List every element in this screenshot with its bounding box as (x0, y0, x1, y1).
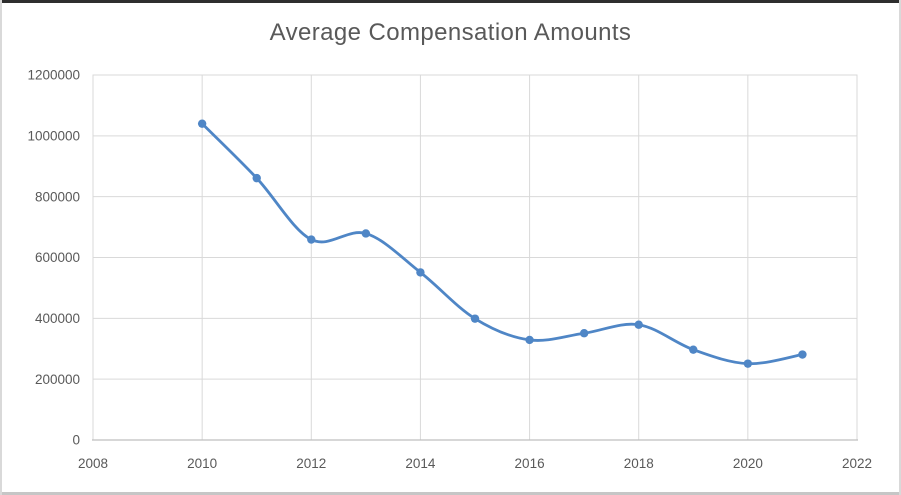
x-axis-tick-label: 2022 (842, 456, 872, 471)
data-point-marker (361, 229, 371, 238)
series-line (200, 122, 804, 366)
x-axis-tick-label: 2018 (624, 456, 654, 471)
y-axis-tick-label: 1000000 (27, 129, 80, 144)
data-point-marker (252, 173, 261, 183)
chart-title: Average Compensation Amounts (269, 19, 632, 46)
x-axis-tick-label: 2014 (405, 456, 436, 471)
left-edge-line (0, 0, 2, 495)
y-axis-tick-label: 200000 (35, 372, 80, 387)
bottom-edge-line (0, 492, 901, 495)
y-axis-tick-label: 1200000 (27, 68, 80, 83)
x-axis-tick-label: 2012 (296, 456, 326, 471)
data-point-marker (798, 350, 807, 359)
data-point-marker (743, 359, 753, 368)
data-point-marker (470, 314, 480, 323)
data-point-marker (634, 320, 643, 329)
y-axis-tick-label: 800000 (35, 189, 80, 204)
x-axis-tick-label: 2008 (78, 456, 108, 471)
y-axis-tick-label: 400000 (35, 311, 80, 326)
x-axis-tick-label: 2020 (733, 456, 763, 471)
data-point-marker (525, 335, 534, 345)
x-axis-tick-label: 2016 (515, 456, 545, 471)
y-axis-tick-label: 600000 (35, 250, 80, 265)
data-point-marker (416, 268, 425, 277)
y-axis-tick-label: 0 (72, 433, 80, 448)
top-edge-line (0, 0, 901, 3)
right-edge-line (899, 0, 901, 495)
data-point-marker (307, 235, 316, 244)
data-point-marker (197, 119, 207, 128)
data-point-marker (579, 329, 589, 338)
data-point-marker (689, 345, 698, 354)
x-axis-tick-label: 2010 (187, 456, 217, 471)
